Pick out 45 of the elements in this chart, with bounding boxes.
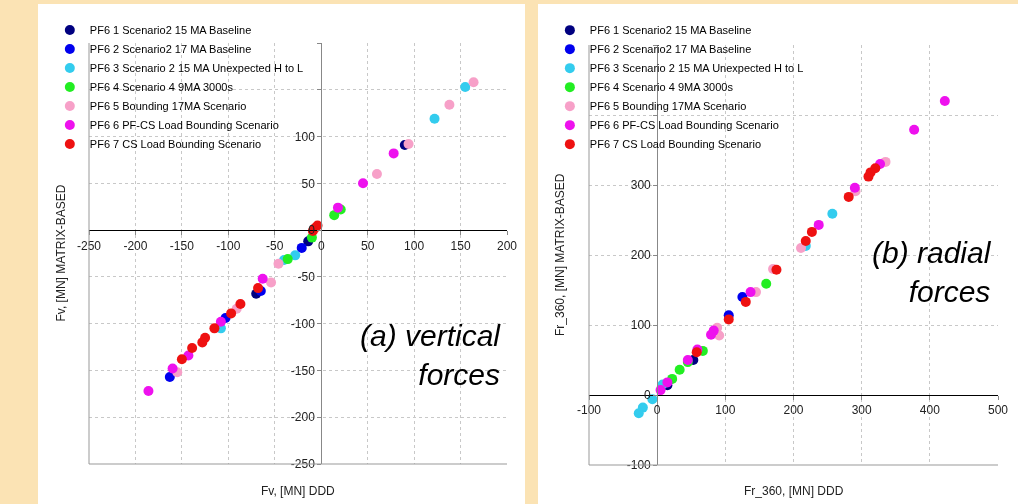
legend-label: PF6 4 Scenario 4 9MA 3000s	[589, 81, 734, 94]
y-tick-label: 100	[294, 129, 316, 144]
x-tick-label: 300	[851, 403, 872, 418]
y-tick-label: -50	[297, 270, 316, 285]
y-tick-label: 200	[630, 248, 652, 263]
y-tick-label: 100	[630, 318, 652, 333]
x-axis-title: Fv, [MN] DDD	[261, 484, 336, 498]
y-tick-label: 50	[301, 176, 316, 191]
y-tick-label: 300	[630, 178, 652, 193]
legend-label: PF6 6 PF-CS Load Bounding Scenario	[89, 119, 279, 132]
legend-label: PF6 7 CS Load Bounding Scenario	[589, 138, 762, 151]
legend-label: PF6 4 Scenario 4 9MA 3000s	[89, 81, 234, 94]
y-tick-label: -250	[290, 457, 316, 472]
x-tick-label: 50	[360, 238, 375, 253]
x-tick-label: -250	[76, 238, 102, 253]
legend-label: PF6 3 Scenario 2 15 MA Unexpected H to L	[589, 62, 804, 75]
x-tick-label: 400	[919, 403, 941, 418]
y-axis-title: Fr_360, [MN] MATRIX-BASED	[553, 173, 567, 336]
x-tick-label: 500	[987, 403, 1009, 418]
y-tick-label: -100	[626, 458, 652, 473]
legend-label: PF6 3 Scenario 2 15 MA Unexpected H to L	[89, 62, 304, 75]
x-axis-title: Fr_360, [MN] DDD	[744, 484, 844, 498]
y-tick-label: -100	[290, 316, 316, 331]
y-axis-title: Fv, [MN] MATRIX-BASED	[53, 184, 68, 322]
x-tick-label: -100	[576, 403, 602, 418]
x-tick-label: -100	[216, 238, 241, 253]
legend-label: PF6 7 CS Load Bounding Scenario	[89, 138, 262, 151]
x-tick-label: 100	[404, 238, 425, 253]
legend-label: PF6 6 PF-CS Load Bounding Scenario	[589, 119, 779, 132]
x-tick-label: 200	[783, 403, 804, 418]
x-tick-label: 200	[496, 238, 518, 253]
legend-label: PF6 2 Scenario2 17 MA Baseline	[589, 43, 752, 56]
x-tick-label: -50	[266, 238, 284, 253]
legend-label: PF6 5 Bounding 17MA Scenario	[589, 100, 747, 113]
legend-label: PF6 5 Bounding 17MA Scenario	[89, 100, 247, 113]
x-tick-label: -150	[169, 238, 195, 253]
legend-label: PF6 1 Scenario2 15 MA Baseline	[589, 24, 752, 37]
x-tick-label: 100	[715, 403, 736, 418]
annotation: (a) vertical forces	[360, 319, 502, 391]
legend-label: PF6 1 Scenario2 15 MA Baseline	[89, 24, 252, 37]
legend-label: PF6 2 Scenario2 17 MA Baseline	[89, 43, 252, 56]
y-tick-label: -150	[290, 363, 316, 378]
x-tick-label: -200	[123, 238, 148, 253]
x-tick-label: 150	[450, 238, 471, 253]
annotation: (b) radial forces	[872, 236, 992, 308]
